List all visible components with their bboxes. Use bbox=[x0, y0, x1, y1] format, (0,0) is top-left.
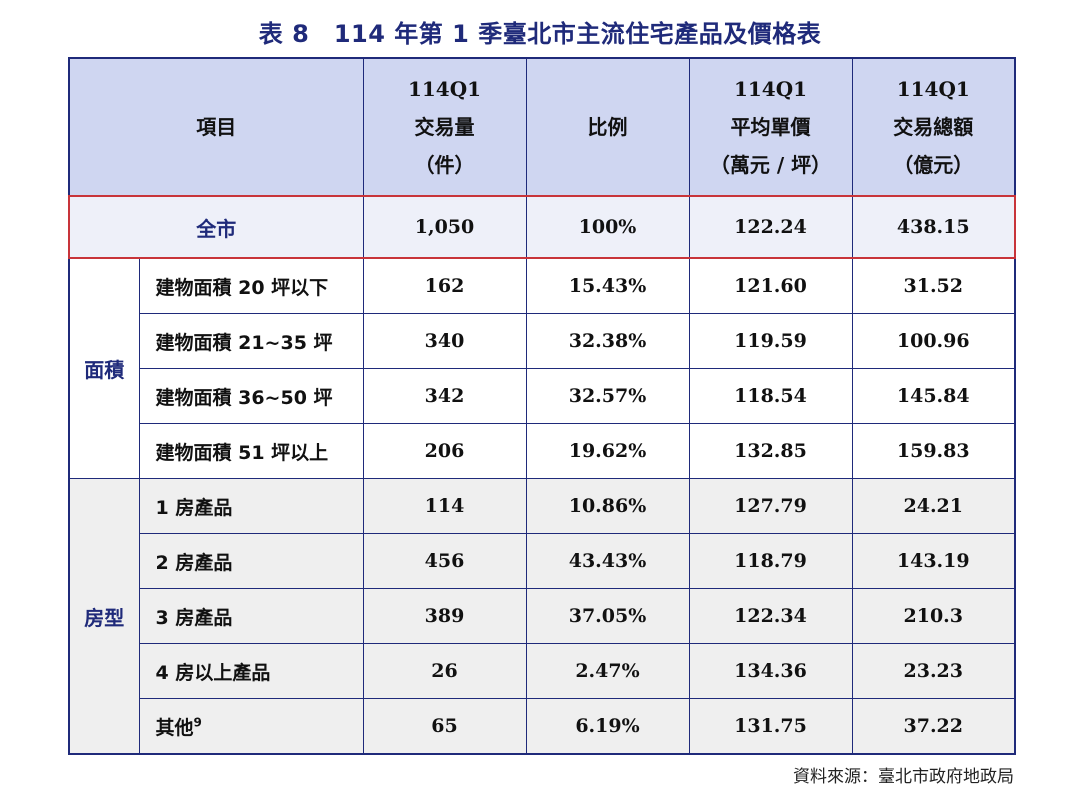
row-unit-price: 121.60 bbox=[688, 257, 853, 314]
row-total: 24.21 bbox=[851, 478, 1016, 534]
price-table: 項目 114Q1 交易量 （件） 比例 114Q1 平均單價 （萬元 / 坪） … bbox=[68, 57, 1016, 755]
row-total: 100.96 bbox=[851, 313, 1016, 369]
row-volume: 206 bbox=[362, 423, 527, 479]
table-row: 2 房產品 456 43.43% 118.79 143.19 bbox=[69, 533, 1016, 589]
row-label: 3 房產品 bbox=[138, 588, 364, 644]
row-label: 2 房產品 bbox=[138, 533, 364, 589]
source-note: 資料來源：臺北市政府地政局 bbox=[793, 767, 1014, 787]
price-table-wrapper: 項目 114Q1 交易量 （件） 比例 114Q1 平均單價 （萬元 / 坪） … bbox=[68, 57, 1016, 755]
group-label-area: 面積 bbox=[68, 257, 140, 479]
all-unit-price: 122.24 bbox=[688, 195, 853, 259]
header-volume-period: 114Q1 bbox=[407, 77, 482, 101]
all-total: 438.15 bbox=[851, 195, 1016, 259]
header-ratio: 比例 bbox=[525, 57, 690, 197]
row-ratio: 37.05% bbox=[525, 588, 690, 644]
header-unit-price-label: 平均單價 bbox=[730, 115, 811, 139]
row-volume: 114 bbox=[362, 478, 527, 534]
row-total: 159.83 bbox=[851, 423, 1016, 479]
row-label: 建物面積 36~50 坪 bbox=[138, 368, 364, 424]
header-total-period: 114Q1 bbox=[896, 77, 970, 101]
row-ratio: 19.62% bbox=[525, 423, 690, 479]
header-total-unit: （億元） bbox=[893, 153, 974, 177]
row-total: 31.52 bbox=[851, 257, 1016, 314]
header-item: 項目 bbox=[68, 57, 364, 197]
header-unit-price-period: 114Q1 bbox=[733, 77, 808, 101]
table-row: 4 房以上產品 26 2.47% 134.36 23.23 bbox=[69, 643, 1016, 699]
row-total: 210.3 bbox=[851, 588, 1016, 644]
row-volume: 162 bbox=[362, 257, 527, 314]
row-volume: 26 bbox=[362, 643, 527, 699]
row-total: 143.19 bbox=[851, 533, 1016, 589]
row-ratio: 32.38% bbox=[525, 313, 690, 369]
table-row-all: 全市 1,050 100% 122.24 438.15 bbox=[68, 195, 1016, 259]
header-volume-label: 交易量 bbox=[414, 115, 475, 139]
row-label: 1 房產品 bbox=[138, 478, 364, 534]
row-volume: 389 bbox=[362, 588, 527, 644]
row-unit-price: 118.79 bbox=[688, 533, 853, 589]
header-row: 項目 114Q1 交易量 （件） 比例 114Q1 平均單價 （萬元 / 坪） … bbox=[68, 57, 1016, 197]
header-volume: 114Q1 交易量 （件） bbox=[362, 57, 527, 197]
row-total: 145.84 bbox=[851, 368, 1016, 424]
row-ratio: 32.57% bbox=[525, 368, 690, 424]
header-unit-price: 114Q1 平均單價 （萬元 / 坪） bbox=[688, 57, 853, 197]
row-ratio: 43.43% bbox=[525, 533, 690, 589]
table-row: 建物面積 21~35 坪 340 32.38% 119.59 100.96 bbox=[69, 313, 1016, 369]
row-ratio: 15.43% bbox=[525, 257, 690, 314]
footnote-marker: 9 bbox=[193, 715, 202, 730]
table-row: 房型 1 房產品 114 10.86% 127.79 24.21 bbox=[68, 478, 1016, 755]
table-row: 建物面積 36~50 坪 342 32.57% 118.54 145.84 bbox=[69, 368, 1016, 424]
table-row: 3 房產品 389 37.05% 122.34 210.3 bbox=[69, 588, 1016, 644]
row-volume: 340 bbox=[362, 313, 527, 369]
row-ratio: 6.19% bbox=[525, 698, 690, 755]
row-total: 37.22 bbox=[851, 698, 1016, 755]
row-unit-price: 132.85 bbox=[688, 423, 853, 479]
row-volume: 65 bbox=[362, 698, 527, 755]
row-label-other: 其他9 bbox=[138, 698, 364, 755]
row-label: 建物面積 20 坪以下 bbox=[138, 257, 364, 314]
table-row: 建物面積 51 坪以上 206 19.62% 132.85 159.83 bbox=[69, 423, 1016, 479]
header-unit-price-unit: （萬元 / 坪） bbox=[709, 153, 832, 177]
table-row: 面積 建物面積 20 坪以下 162 15.43% 121.60 31.52 bbox=[68, 257, 1016, 479]
header-total-label: 交易總額 bbox=[893, 115, 974, 139]
row-volume: 342 bbox=[362, 368, 527, 424]
row-unit-price: 127.79 bbox=[688, 478, 853, 534]
row-unit-price: 134.36 bbox=[688, 643, 853, 699]
table-title: 表 8 114 年第 1 季臺北市主流住宅產品及價格表 bbox=[258, 20, 822, 48]
row-unit-price: 131.75 bbox=[688, 698, 853, 755]
header-total: 114Q1 交易總額 （億元） bbox=[851, 57, 1016, 197]
table-row: 其他9 65 6.19% 131.75 37.22 bbox=[69, 698, 1016, 755]
all-ratio: 100% bbox=[525, 195, 690, 259]
row-total: 23.23 bbox=[851, 643, 1016, 699]
row-ratio: 10.86% bbox=[525, 478, 690, 534]
row-unit-price: 118.54 bbox=[688, 368, 853, 424]
header-volume-unit: （件） bbox=[414, 153, 475, 177]
row-volume: 456 bbox=[362, 533, 527, 589]
row-ratio: 2.47% bbox=[525, 643, 690, 699]
row-label: 建物面積 21~35 坪 bbox=[138, 313, 364, 369]
all-label: 全市 bbox=[68, 195, 364, 259]
row-unit-price: 122.34 bbox=[688, 588, 853, 644]
group-label-room: 房型 bbox=[68, 478, 140, 755]
row-label-text: 其他 bbox=[155, 716, 194, 739]
row-label: 建物面積 51 坪以上 bbox=[138, 423, 364, 479]
all-volume: 1,050 bbox=[362, 195, 527, 259]
row-label: 4 房以上產品 bbox=[138, 643, 364, 699]
row-unit-price: 119.59 bbox=[688, 313, 853, 369]
